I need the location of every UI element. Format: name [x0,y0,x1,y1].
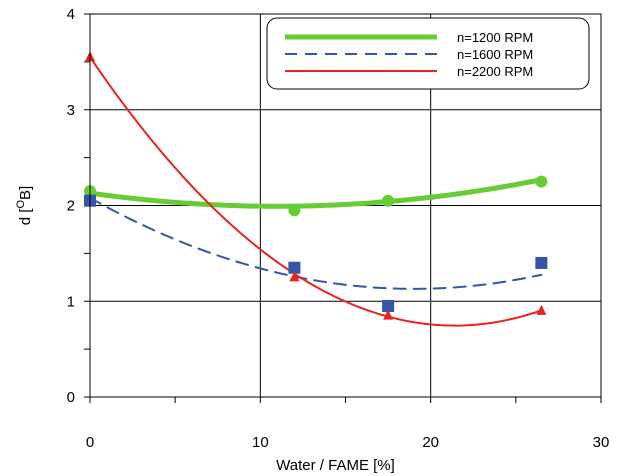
y-tick-label: 2 [67,198,75,215]
legend-label-3: n=2200 RPM [457,64,533,79]
x-tick-label: 0 [86,434,94,451]
x-axis-label: Water / FAME [%] [276,457,395,474]
series-2-point [535,256,548,269]
legend-label-2: n=1600 RPM [457,47,533,62]
y-tick-label: 4 [67,6,75,23]
series-line-3 [89,56,543,327]
tick-labels: 0 10 20 30 0 1 2 3 4 [67,6,610,451]
y-axis-label-sup: O [15,200,27,209]
series-2-point [288,261,301,274]
series-line-2 [89,196,543,290]
fit-curves [87,56,544,327]
y-tick-label: 0 [67,389,75,406]
series-3-point [289,271,300,282]
series-2-point [382,300,395,313]
x-tick-label: 30 [593,434,610,451]
x-tick-label: 10 [252,434,269,451]
legend: n=1200 RPM n=1600 RPM n=2200 RPM [266,17,590,90]
series-line-1 [87,177,544,209]
series-3-point [536,304,547,315]
y-axis-label-tail: B] [17,186,34,200]
series-1-point [535,175,548,188]
y-tick-label: 1 [67,293,75,310]
series-1-point [382,194,395,207]
series-3-point [383,309,394,320]
y-axis-label-main: d [ [17,208,34,226]
data-markers [84,51,548,320]
y-axis-label: d [OB] [15,186,34,225]
y-tick-label: 3 [67,102,75,119]
plot-frame [89,13,602,398]
x-tick-label: 20 [422,434,439,451]
series-1-point [288,204,301,217]
axis-ticks [84,13,602,403]
legend-label-1: n=1200 RPM [457,30,533,45]
legend-items: n=1200 RPM n=1600 RPM n=2200 RPM [285,30,533,79]
